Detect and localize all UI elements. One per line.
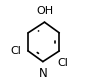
Text: Cl: Cl <box>57 58 68 68</box>
Text: Cl: Cl <box>11 46 22 56</box>
Text: OH: OH <box>36 6 53 16</box>
Text: N: N <box>38 67 47 80</box>
